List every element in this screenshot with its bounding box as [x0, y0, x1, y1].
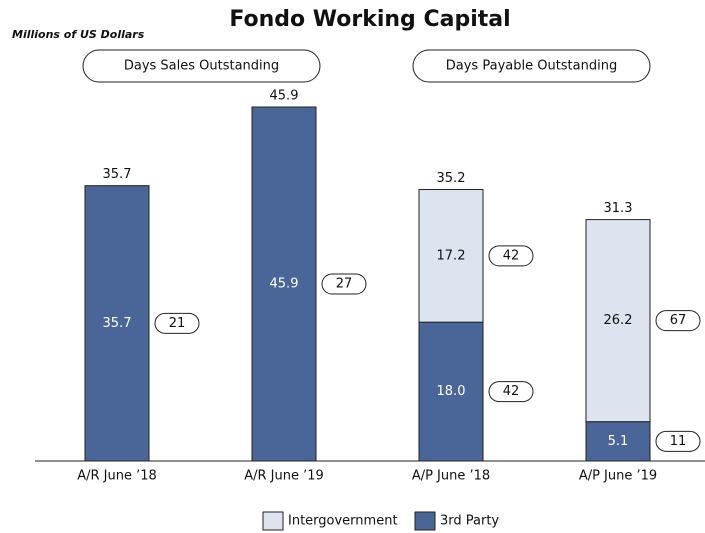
segment-label: 26.2 [604, 313, 633, 328]
group-header-label: Days Payable Outstanding [446, 59, 617, 74]
legend-label: Intergovernment [288, 514, 398, 529]
segment-label: 17.2 [437, 248, 466, 263]
days-label: 21 [169, 316, 186, 331]
days-label: 67 [670, 313, 687, 328]
days-oval [321, 273, 367, 295]
group-header [82, 49, 321, 83]
days-oval [488, 245, 534, 267]
chart-title: Fondo Working Capital [229, 7, 510, 32]
x-tick-label: A/R June ’18 [77, 469, 157, 484]
x-tick-label: A/P June ’19 [579, 469, 657, 484]
bar-segment [418, 189, 484, 323]
legend-swatch [262, 511, 284, 531]
legend-label: 3rd Party [440, 514, 499, 529]
segment-label: 45.9 [270, 277, 299, 292]
x-tick-label: A/R June ’19 [244, 469, 324, 484]
segment-label: 5.1 [608, 434, 629, 449]
days-oval [488, 381, 534, 403]
days-label: 27 [336, 277, 353, 292]
segment-label: 35.7 [103, 316, 132, 331]
days-oval [655, 310, 701, 332]
days-oval [154, 312, 200, 334]
bar-segment [585, 421, 651, 462]
bar-segment [585, 219, 651, 423]
bar-segment [251, 106, 317, 462]
days-label: 42 [503, 384, 520, 399]
bar-segment [84, 185, 150, 462]
total-label: 31.3 [604, 201, 633, 216]
legend-swatch [414, 511, 436, 531]
days-label: 42 [503, 248, 520, 263]
days-label: 11 [670, 434, 687, 449]
chart-subtitle: Millions of US Dollars [12, 28, 145, 41]
days-oval [655, 430, 701, 452]
x-tick-label: A/P June ’18 [412, 469, 490, 484]
group-header-label: Days Sales Outstanding [124, 59, 279, 74]
group-header [412, 49, 651, 83]
segment-label: 18.0 [437, 384, 466, 399]
total-label: 45.9 [270, 89, 299, 104]
bar-segment [418, 321, 484, 462]
total-label: 35.2 [437, 171, 466, 186]
total-label: 35.7 [103, 167, 132, 182]
